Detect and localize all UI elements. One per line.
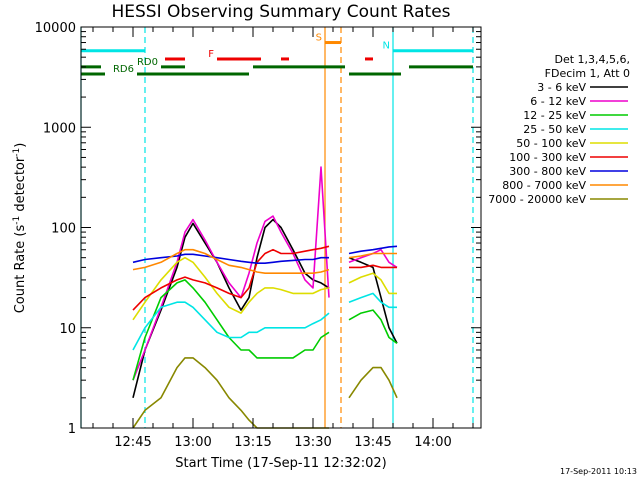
legend-header-1: Det 1,3,4,5,6, — [554, 53, 630, 66]
flag-f-label: F — [208, 49, 214, 60]
footer-timestamp: 17-Sep-2011 10:13 — [560, 467, 637, 476]
series-line-0 — [132, 218, 398, 398]
y-tick-label-0: 1 — [68, 422, 76, 437]
legend-label-2: 12 - 25 keV — [523, 109, 586, 122]
legend-label-3: 25 - 50 keV — [523, 123, 586, 136]
chart-title: HESSI Observing Summary Count Rates — [111, 2, 450, 22]
x-tick-labels: 12:45 13:00 13:15 13:30 13:45 14:00 — [114, 435, 451, 450]
legend-label-5: 100 - 300 keV — [509, 151, 586, 164]
legend-label-6: 300 - 800 keV — [509, 165, 586, 178]
x-tick-label-2: 13:15 — [234, 435, 271, 450]
series-line-6 — [132, 245, 398, 264]
x-tick-label-3: 13:30 — [294, 435, 331, 450]
legend-label-8: 7000 - 20000 keV — [488, 193, 586, 206]
y-axis-label-sup: -1 — [12, 216, 22, 225]
y-tick-label-1: 10 — [59, 322, 76, 337]
y-tick-label-4: 10000 — [35, 21, 76, 36]
x-tick-label-1: 13:00 — [174, 435, 211, 450]
series-line-4 — [132, 256, 397, 321]
flag-rd0-label: RD0 — [137, 57, 158, 68]
legend-header-2: FDecim 1, Att 0 — [545, 67, 630, 80]
legend-label-4: 50 - 100 keV — [516, 137, 586, 150]
x-tick-label-0: 12:45 — [114, 435, 151, 450]
plot-axes — [80, 26, 482, 429]
y-tick-labels: 1 10 100 1000 10000 — [35, 21, 76, 437]
series-line-3 — [132, 292, 397, 351]
y-axis-label-close: ) — [13, 143, 28, 148]
flag-s-label: S — [316, 33, 322, 44]
flag-n-label: N — [383, 41, 390, 52]
series-line-7 — [132, 248, 397, 274]
x-axis-label: Start Time (17-Sep-11 12:32:02) — [175, 456, 386, 471]
legend-label-7: 800 - 7000 keV — [502, 179, 586, 192]
series-line-8 — [132, 357, 398, 429]
x-tick-label-4: 13:45 — [354, 435, 391, 450]
y-axis-label: Count Rate (s-1 detector-1) — [12, 143, 28, 314]
legend-label-0: 3 - 6 keV — [537, 81, 586, 94]
series-line-5 — [132, 245, 397, 311]
y-axis-label-main: Count Rate (s — [13, 225, 28, 314]
y-axis-label-tail: detector — [13, 156, 28, 216]
series-line-2 — [132, 279, 398, 381]
series-lines — [132, 166, 398, 429]
y-tick-label-3: 1000 — [43, 121, 76, 136]
legend: Det 1,3,4,5,6, FDecim 1, Att 0 3 - 6 keV… — [488, 53, 630, 206]
legend-label-1: 6 - 12 keV — [530, 95, 586, 108]
y-tick-label-2: 100 — [51, 222, 76, 237]
x-tick-label-5: 14:00 — [414, 435, 451, 450]
y-axis-label-sup2: -1 — [12, 148, 22, 157]
flag-rd6-label: RD6 — [113, 64, 134, 75]
